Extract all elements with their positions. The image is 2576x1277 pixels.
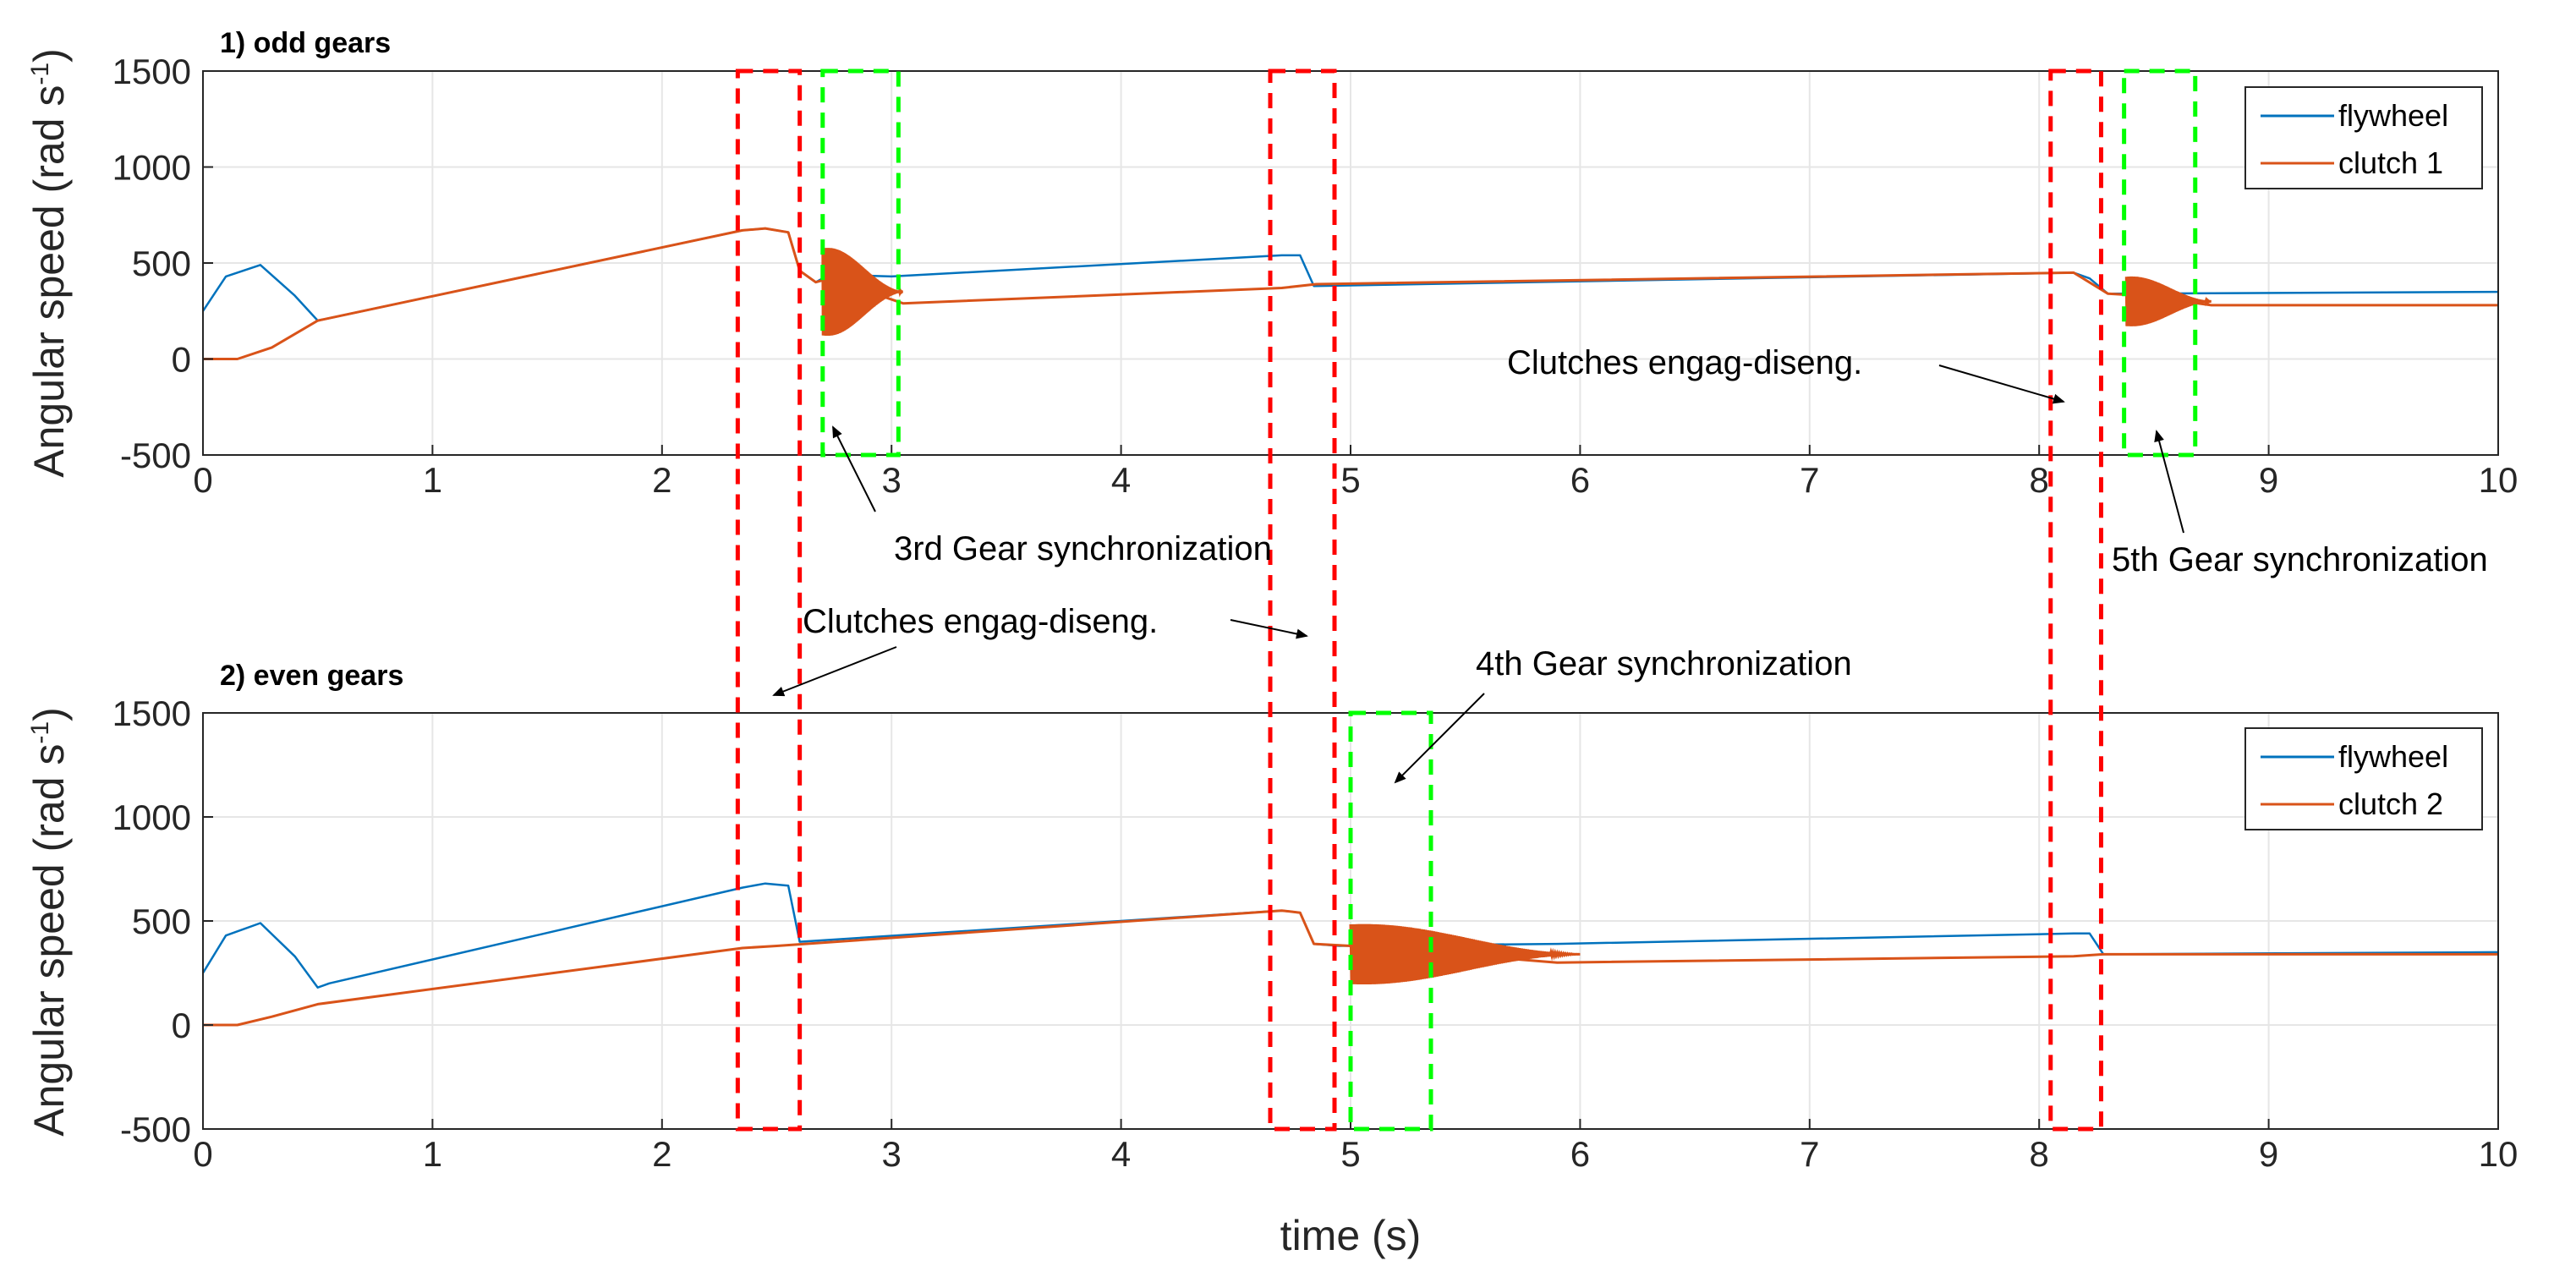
- x-tick-label: 10: [2479, 460, 2518, 500]
- series-line-flywheel: [201, 882, 2499, 989]
- y-tick-label: -500: [120, 436, 191, 475]
- y-ticks-even: -500 0 500 1000 1500: [112, 693, 213, 1149]
- x-tick-label: 0: [193, 1134, 212, 1174]
- arrow-clutches-mid-right: [1230, 619, 1308, 639]
- red-dashed-box: [735, 69, 803, 1132]
- y-axis-label-even: Angular speed (rad s-1): [25, 707, 73, 1137]
- x-tick-label: 4: [1111, 1134, 1131, 1174]
- legend-label-clutch-2: clutch 2: [2338, 786, 2443, 821]
- y-tick-label: 1000: [112, 797, 191, 837]
- y-tick-label: 1500: [112, 52, 191, 91]
- x-tick-label: 0: [193, 460, 212, 500]
- annotation-4th-gear-sync: 4th Gear synchronization: [1476, 645, 1852, 682]
- red-dashed-box: [2048, 69, 2103, 1132]
- y-tick-label: -500: [120, 1110, 191, 1149]
- x-ticks-odd: 0 1 2 3 4 5 6 7 8 9 10: [193, 445, 2518, 500]
- legend-box-even: [2244, 727, 2483, 830]
- x-tick-label: 6: [1570, 1134, 1590, 1174]
- green-dashed-box: [2122, 69, 2198, 458]
- x-tick-label: 8: [2030, 460, 2049, 500]
- x-tick-label: 7: [1800, 1134, 1819, 1174]
- highlight-boxes: [735, 69, 2198, 1132]
- legend-even: flywheel clutch 2: [2244, 727, 2483, 830]
- x-tick-label: 8: [2030, 1134, 2049, 1174]
- series-line-clutch-2: [203, 909, 2498, 1027]
- panel-even-gears: 2) even gears 0 1 2 3 4 5 6 7 8 9 10 -500050010001…: [25, 660, 2518, 1259]
- legend-label-flywheel: flywheel: [2338, 98, 2448, 133]
- annotations: 3rd Gear synchronization 5th Gear synchr…: [772, 344, 2488, 784]
- x-tick-label: 4: [1111, 460, 1131, 500]
- x-tick-label: 2: [652, 460, 671, 500]
- x-tick-label: 5: [1340, 460, 1360, 500]
- annotation-3rd-gear-sync: 3rd Gear synchronization: [894, 530, 1272, 567]
- x-tick-label: 9: [2259, 460, 2278, 500]
- panel-odd-gears: 1) odd gears 0 1 2 3 4 5 6 7 8 9 10 -5000500100015…: [25, 27, 2518, 500]
- green-dashed-box: [1348, 710, 1433, 1132]
- grid-odd: [203, 71, 2498, 455]
- arrow-clutches-top: [1938, 364, 2065, 404]
- x-tick-label: 2: [652, 1134, 671, 1174]
- x-tick-label: 3: [882, 460, 902, 500]
- y-ticks-odd: -500 0 500 1000 1500: [112, 52, 213, 475]
- x-tick-label: 10: [2479, 1134, 2518, 1174]
- y-tick-label: 1000: [112, 148, 191, 188]
- x-axis-label: time (s): [1280, 1212, 1422, 1259]
- arrow-3rd-gear: [832, 425, 876, 512]
- legend-label-flywheel-even: flywheel: [2338, 739, 2448, 774]
- x-tick-label: 3: [882, 1134, 902, 1174]
- legend-odd: flywheel clutch 1: [2244, 86, 2483, 189]
- annotation-clutches-top: Clutches engag-diseng.: [1507, 344, 1862, 381]
- x-tick-label: 5: [1340, 1134, 1360, 1174]
- series-odd: [201, 227, 2499, 360]
- red-dashed-box: [1268, 69, 1337, 1132]
- x-tick-label: 7: [1800, 460, 1819, 500]
- annotation-5th-gear-sync: 5th Gear synchronization: [2112, 541, 2488, 578]
- oscillation-band: [821, 248, 903, 337]
- y-tick-label: 1500: [112, 693, 191, 733]
- y-tick-label: 500: [132, 244, 191, 283]
- x-tick-label: 9: [2259, 1134, 2278, 1174]
- x-tick-label: 6: [1570, 460, 1590, 500]
- panel-title-even-gears: 2) even gears: [220, 660, 403, 692]
- annotation-clutches-mid: Clutches engag-diseng.: [803, 603, 1158, 640]
- series-even: [201, 882, 2499, 1027]
- oscillation-band: [2124, 276, 2212, 326]
- y-tick-label: 0: [172, 340, 191, 380]
- legend-label-clutch-1: clutch 1: [2338, 145, 2443, 180]
- arrow-4th-gear: [1394, 693, 1485, 784]
- arrow-clutches-mid-left: [772, 646, 897, 697]
- panel-title-odd-gears: 1) odd gears: [220, 27, 391, 59]
- y-tick-label: 0: [172, 1006, 191, 1045]
- arrow-5th-gear: [2154, 430, 2184, 534]
- green-dashed-box: [820, 69, 901, 458]
- y-tick-label: 500: [132, 902, 191, 941]
- x-tick-label: 1: [423, 1134, 442, 1174]
- y-axis-label-odd: Angular speed (rad s-1): [25, 48, 73, 478]
- oscillation-band: [1349, 923, 1581, 985]
- x-tick-label: 1: [423, 460, 442, 500]
- legend-box-odd: [2244, 86, 2483, 189]
